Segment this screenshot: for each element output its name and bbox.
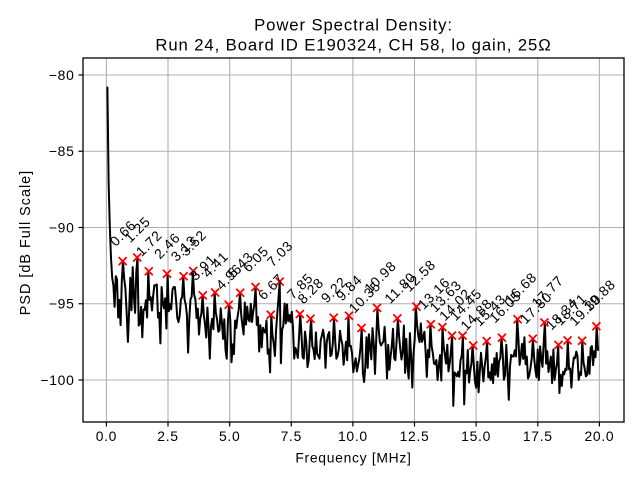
svg-text:−95: −95 — [49, 296, 75, 312]
svg-text:12.5: 12.5 — [400, 428, 430, 444]
svg-text:Run 24, Board ID E190324, CH 5: Run 24, Board ID E190324, CH 58, lo gain… — [155, 36, 551, 55]
svg-text:−90: −90 — [49, 219, 75, 235]
svg-text:7.5: 7.5 — [281, 428, 302, 444]
svg-text:0.0: 0.0 — [96, 428, 117, 444]
svg-text:15.0: 15.0 — [461, 428, 491, 444]
svg-text:20.0: 20.0 — [584, 428, 614, 444]
svg-text:17.5: 17.5 — [523, 428, 553, 444]
svg-text:−80: −80 — [49, 67, 75, 83]
svg-text:−85: −85 — [49, 143, 75, 159]
svg-text:10.0: 10.0 — [338, 428, 368, 444]
svg-text:Frequency [MHz]: Frequency [MHz] — [295, 450, 411, 466]
svg-text:Power Spectral Density:: Power Spectral Density: — [254, 15, 453, 34]
svg-text:−100: −100 — [40, 372, 74, 388]
svg-text:PSD [dB Full Scale]: PSD [dB Full Scale] — [18, 170, 34, 315]
svg-text:5.0: 5.0 — [219, 428, 240, 444]
svg-text:2.5: 2.5 — [157, 428, 178, 444]
